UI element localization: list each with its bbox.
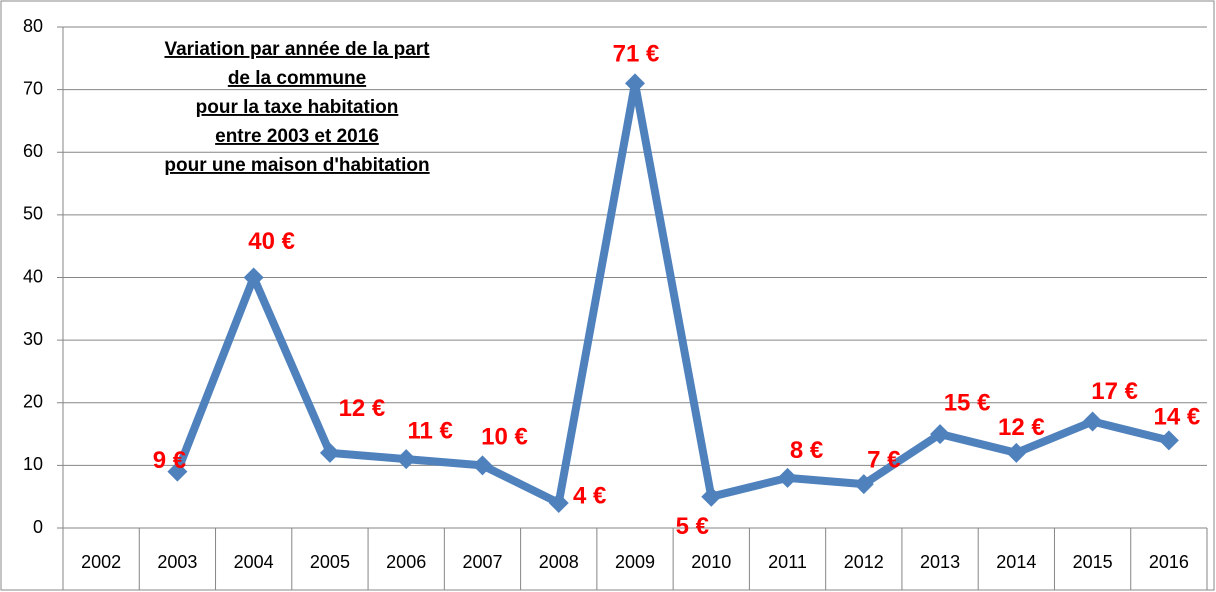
x-tick-label: 2004 xyxy=(234,552,274,572)
value-label: 17 € xyxy=(1091,378,1138,405)
x-tick-label: 2010 xyxy=(691,552,731,572)
x-tick-label: 2012 xyxy=(844,552,884,572)
x-tick-label: 2007 xyxy=(462,552,502,572)
data-marker xyxy=(853,474,874,495)
data-marker xyxy=(625,73,645,94)
y-tick-label: 40 xyxy=(23,266,43,286)
y-tick-label: 80 xyxy=(23,16,43,36)
data-marker xyxy=(777,467,798,488)
value-label: 5 € xyxy=(676,513,709,540)
value-label: 7 € xyxy=(867,447,900,474)
value-label: 14 € xyxy=(1154,404,1201,431)
x-tick-label: 2002 xyxy=(81,552,121,572)
chart-title: pour la taxe habitation xyxy=(196,97,399,118)
value-label: 8 € xyxy=(790,437,823,464)
value-label: 12 € xyxy=(998,414,1045,441)
y-tick-label: 30 xyxy=(23,329,43,349)
x-tick-label: 2015 xyxy=(1073,552,1113,572)
chart-title: pour une maison d'habitation xyxy=(164,155,429,176)
data-marker xyxy=(1158,430,1179,451)
y-tick-label: 50 xyxy=(23,204,43,224)
x-tick-label: 2003 xyxy=(157,552,197,572)
data-marker xyxy=(472,455,493,476)
y-tick-label: 70 xyxy=(23,78,43,98)
y-tick-label: 20 xyxy=(23,392,43,412)
y-tick-label: 0 xyxy=(33,517,43,537)
value-label: 40 € xyxy=(248,228,295,255)
data-marker xyxy=(930,424,951,445)
data-marker xyxy=(548,492,569,513)
chart-title: Variation par année de la part xyxy=(164,39,430,60)
data-marker xyxy=(319,442,340,463)
data-line xyxy=(173,79,1170,507)
data-marker xyxy=(167,461,188,482)
x-tick-label: 2016 xyxy=(1149,552,1189,572)
x-tick-label: 2011 xyxy=(768,552,807,572)
data-marker xyxy=(701,486,722,507)
value-label: 10 € xyxy=(481,424,528,451)
x-tick-label: 2013 xyxy=(920,552,960,572)
data-marker xyxy=(396,449,417,470)
value-label: 9 € xyxy=(153,447,186,474)
value-label: 15 € xyxy=(944,389,991,416)
data-marker xyxy=(243,267,264,288)
x-tick-label: 2008 xyxy=(539,552,579,572)
value-label: 11 € xyxy=(408,417,453,444)
chart-title: entre 2003 et 2016 xyxy=(215,126,379,147)
x-tick-label: 2005 xyxy=(310,552,350,572)
value-label: 4 € xyxy=(573,482,606,509)
x-tick-label: 2006 xyxy=(386,552,426,572)
x-tick-label: 2014 xyxy=(996,552,1036,572)
value-label: 12 € xyxy=(339,395,386,422)
y-tick-label: 10 xyxy=(23,454,43,474)
data-marker xyxy=(1006,442,1027,463)
x-tick-label: 2009 xyxy=(615,552,655,572)
y-tick-label: 60 xyxy=(23,141,43,161)
value-label: 71 € xyxy=(613,41,660,68)
data-marker xyxy=(1082,411,1103,432)
chart-title: de la commune xyxy=(228,68,366,89)
